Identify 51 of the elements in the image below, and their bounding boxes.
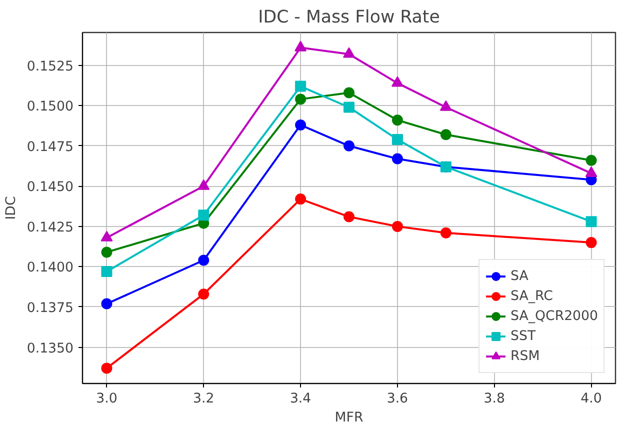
point: [392, 153, 403, 164]
point: [586, 154, 597, 166]
point: [392, 220, 403, 232]
point: [295, 194, 306, 205]
point: [198, 179, 210, 190]
point: [343, 47, 355, 58]
y-tick-label: 0.1450: [26, 180, 74, 196]
x-tick-label: 3.2: [193, 392, 214, 406]
y-tick-label: 0.1475: [26, 140, 74, 155]
x-axis-title: MFR: [334, 410, 364, 426]
point: [344, 102, 354, 113]
point: [295, 80, 306, 92]
point: [198, 210, 210, 221]
x-tick-label: 3.0: [96, 392, 118, 406]
point: [101, 266, 112, 278]
point: [344, 211, 354, 222]
y-tick-label: 0.1500: [26, 100, 74, 115]
chart-title: IDC - Mass Flow Rate: [258, 8, 440, 28]
y-tick-label: 0.1350: [26, 341, 74, 356]
y-axis-title: IDC: [4, 196, 19, 220]
point: [101, 246, 112, 258]
legend-label: RSM: [510, 348, 540, 364]
point: [295, 94, 306, 105]
legend-label: SA_QCR2000: [510, 308, 598, 324]
y-tick-label: 0.1375: [26, 300, 74, 316]
x-tick-label: 3.8: [484, 392, 505, 406]
legend-label: SST: [510, 328, 536, 344]
point: [392, 114, 403, 126]
point: [294, 40, 307, 52]
point: [586, 216, 597, 228]
point: [440, 129, 452, 140]
y-tick-label: 0.1400: [26, 260, 74, 276]
y-tick-label: 0.1525: [26, 59, 74, 74]
point: [586, 237, 597, 248]
point: [392, 134, 403, 145]
x-tick-label: 3.6: [386, 392, 408, 406]
point: [295, 119, 306, 130]
point: [344, 87, 354, 98]
point: [198, 254, 210, 266]
x-tick-label: 3.4: [290, 392, 312, 406]
point: [101, 362, 112, 374]
point: [391, 76, 404, 87]
x-tick-label: 4.0: [580, 392, 602, 406]
y-tick-label: 0.1425: [26, 220, 74, 236]
legend-label: SA_RC: [510, 288, 553, 304]
point: [101, 298, 112, 310]
point: [440, 100, 452, 111]
point: [440, 227, 452, 238]
point: [344, 140, 354, 152]
point: [198, 288, 210, 300]
legend-label: SA: [510, 268, 530, 284]
